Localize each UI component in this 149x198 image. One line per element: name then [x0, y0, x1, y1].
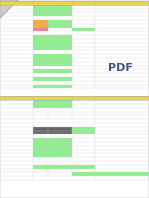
Bar — [33, 146, 48, 150]
Bar — [33, 165, 48, 169]
Bar — [33, 58, 48, 62]
Bar — [72, 165, 95, 169]
Bar — [33, 62, 48, 66]
Bar — [33, 20, 48, 24]
Bar — [48, 69, 72, 73]
Bar — [33, 35, 48, 39]
Bar — [48, 58, 72, 62]
Bar — [48, 104, 72, 108]
Bar — [48, 43, 72, 47]
Bar — [33, 5, 48, 9]
Bar — [33, 54, 48, 58]
Bar — [33, 138, 48, 142]
Bar — [72, 131, 95, 134]
Bar — [72, 127, 95, 131]
Bar — [48, 35, 72, 39]
Bar — [33, 28, 48, 31]
Bar — [48, 12, 72, 16]
Bar — [48, 54, 72, 58]
Bar — [48, 131, 72, 134]
Bar — [72, 172, 95, 176]
Bar — [48, 47, 72, 50]
Bar — [33, 43, 48, 47]
Bar — [33, 39, 48, 43]
Bar — [48, 127, 72, 131]
Bar — [33, 77, 48, 81]
Bar — [33, 131, 48, 134]
Bar — [48, 24, 72, 28]
Bar — [33, 47, 48, 50]
Bar — [33, 9, 48, 12]
Bar — [33, 153, 48, 157]
Bar — [48, 153, 72, 157]
Polygon shape — [0, 0, 18, 18]
Bar — [33, 69, 48, 73]
Bar — [48, 5, 72, 9]
Bar — [33, 24, 48, 28]
Bar — [48, 138, 72, 142]
Bar — [33, 104, 48, 108]
Bar — [95, 172, 149, 176]
Bar — [48, 142, 72, 146]
Bar — [0, 96, 149, 100]
Bar — [48, 20, 72, 24]
Bar — [33, 100, 48, 104]
Bar — [48, 146, 72, 150]
Bar — [33, 12, 48, 16]
Bar — [33, 85, 48, 88]
Bar — [48, 150, 72, 153]
Text: PDF: PDF — [108, 63, 132, 73]
Bar — [48, 165, 72, 169]
Bar — [0, 1, 149, 5]
Bar — [48, 100, 72, 104]
Bar — [48, 85, 72, 88]
Bar — [33, 127, 48, 131]
Bar — [72, 28, 95, 31]
Bar — [33, 142, 48, 146]
Bar — [48, 77, 72, 81]
Bar — [33, 150, 48, 153]
Bar — [48, 62, 72, 66]
Bar — [48, 39, 72, 43]
Bar — [48, 9, 72, 12]
